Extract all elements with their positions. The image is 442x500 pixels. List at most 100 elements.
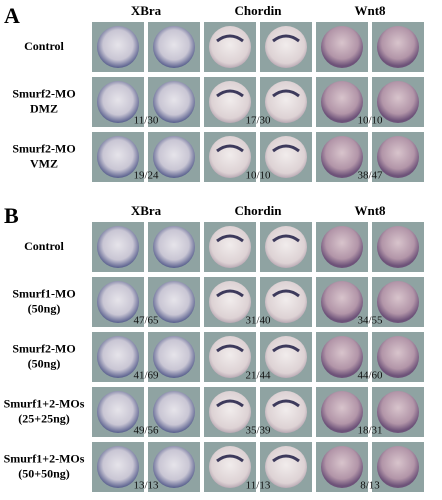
count: 18/31 xyxy=(357,425,382,437)
embryo xyxy=(377,446,419,488)
count: 11/13 xyxy=(246,480,271,492)
embryo xyxy=(97,26,139,68)
staining xyxy=(216,34,244,43)
row-label: Control xyxy=(24,239,64,253)
count: 13/13 xyxy=(133,480,159,492)
row-label: Smurf1-MO xyxy=(12,286,75,300)
embryo xyxy=(97,446,139,488)
staining xyxy=(216,234,244,243)
embryo xyxy=(377,281,419,323)
column-header: Wnt8 xyxy=(354,203,386,218)
row-label: Smurf2-MO xyxy=(12,141,75,155)
embryo xyxy=(153,26,195,68)
embryo xyxy=(153,226,195,268)
staining xyxy=(216,89,244,98)
embryo xyxy=(377,136,419,178)
staining xyxy=(272,234,300,243)
count: 8/13 xyxy=(360,480,380,492)
embryo xyxy=(321,336,363,378)
embryo xyxy=(265,336,307,378)
count: 41/69 xyxy=(133,370,159,382)
count: 10/10 xyxy=(245,170,271,182)
column-header: XBra xyxy=(131,203,162,218)
embryo xyxy=(97,81,139,123)
embryo xyxy=(321,446,363,488)
row-label: Smurf2-MO xyxy=(12,86,75,100)
staining xyxy=(216,289,244,298)
count: 11/30 xyxy=(134,115,159,127)
embryo xyxy=(153,446,195,488)
embryo xyxy=(97,281,139,323)
embryo xyxy=(97,391,139,433)
embryo xyxy=(321,81,363,123)
count: 47/65 xyxy=(133,315,159,327)
row-label: Smurf1+2-MOs xyxy=(4,451,85,465)
embryo xyxy=(209,26,251,68)
embryo xyxy=(377,391,419,433)
count: 17/30 xyxy=(245,115,271,127)
embryo xyxy=(153,391,195,433)
staining xyxy=(272,454,300,463)
embryo xyxy=(209,446,251,488)
embryo xyxy=(265,446,307,488)
embryo xyxy=(377,26,419,68)
count: 49/56 xyxy=(133,425,159,437)
embryo xyxy=(265,81,307,123)
staining xyxy=(272,89,300,98)
embryo xyxy=(153,336,195,378)
embryo xyxy=(377,336,419,378)
embryo xyxy=(321,226,363,268)
column-header: Chordin xyxy=(235,3,283,18)
staining xyxy=(272,34,300,43)
embryo xyxy=(153,81,195,123)
embryo xyxy=(265,281,307,323)
row-label: (50ng) xyxy=(28,356,61,370)
embryo xyxy=(153,136,195,178)
count: 44/60 xyxy=(357,370,383,382)
staining xyxy=(216,344,244,353)
panel-label: B xyxy=(4,203,19,228)
row-label: Control xyxy=(24,39,64,53)
staining xyxy=(216,454,244,463)
embryo xyxy=(377,81,419,123)
embryo xyxy=(97,136,139,178)
embryo xyxy=(265,136,307,178)
embryo xyxy=(153,281,195,323)
embryo xyxy=(209,391,251,433)
embryo xyxy=(321,136,363,178)
staining xyxy=(272,344,300,353)
staining xyxy=(216,399,244,408)
row-label: DMZ xyxy=(30,101,58,115)
embryo xyxy=(265,226,307,268)
count: 10/10 xyxy=(357,115,383,127)
embryo xyxy=(97,336,139,378)
staining xyxy=(272,289,300,298)
row-label: Smurf1+2-MOs xyxy=(4,396,85,410)
embryo xyxy=(321,391,363,433)
staining xyxy=(272,144,300,153)
embryo xyxy=(97,226,139,268)
column-header: Chordin xyxy=(235,203,283,218)
row-label: VMZ xyxy=(30,156,58,170)
column-header: Wnt8 xyxy=(354,3,386,18)
embryo xyxy=(265,26,307,68)
embryo xyxy=(321,26,363,68)
count: 21/44 xyxy=(245,370,271,382)
embryo xyxy=(209,136,251,178)
embryo xyxy=(209,226,251,268)
staining xyxy=(272,399,300,408)
column-header: XBra xyxy=(131,3,162,18)
row-label: Smurf2-MO xyxy=(12,341,75,355)
row-label: (25+25ng) xyxy=(18,411,70,425)
count: 19/24 xyxy=(133,170,159,182)
embryo xyxy=(265,391,307,433)
panel-label: A xyxy=(4,3,20,28)
staining xyxy=(216,144,244,153)
embryo xyxy=(377,226,419,268)
row-label: (50ng) xyxy=(28,301,61,315)
count: 31/40 xyxy=(245,315,271,327)
count: 34/55 xyxy=(357,315,383,327)
embryo xyxy=(209,336,251,378)
row-label: (50+50ng) xyxy=(18,466,70,480)
